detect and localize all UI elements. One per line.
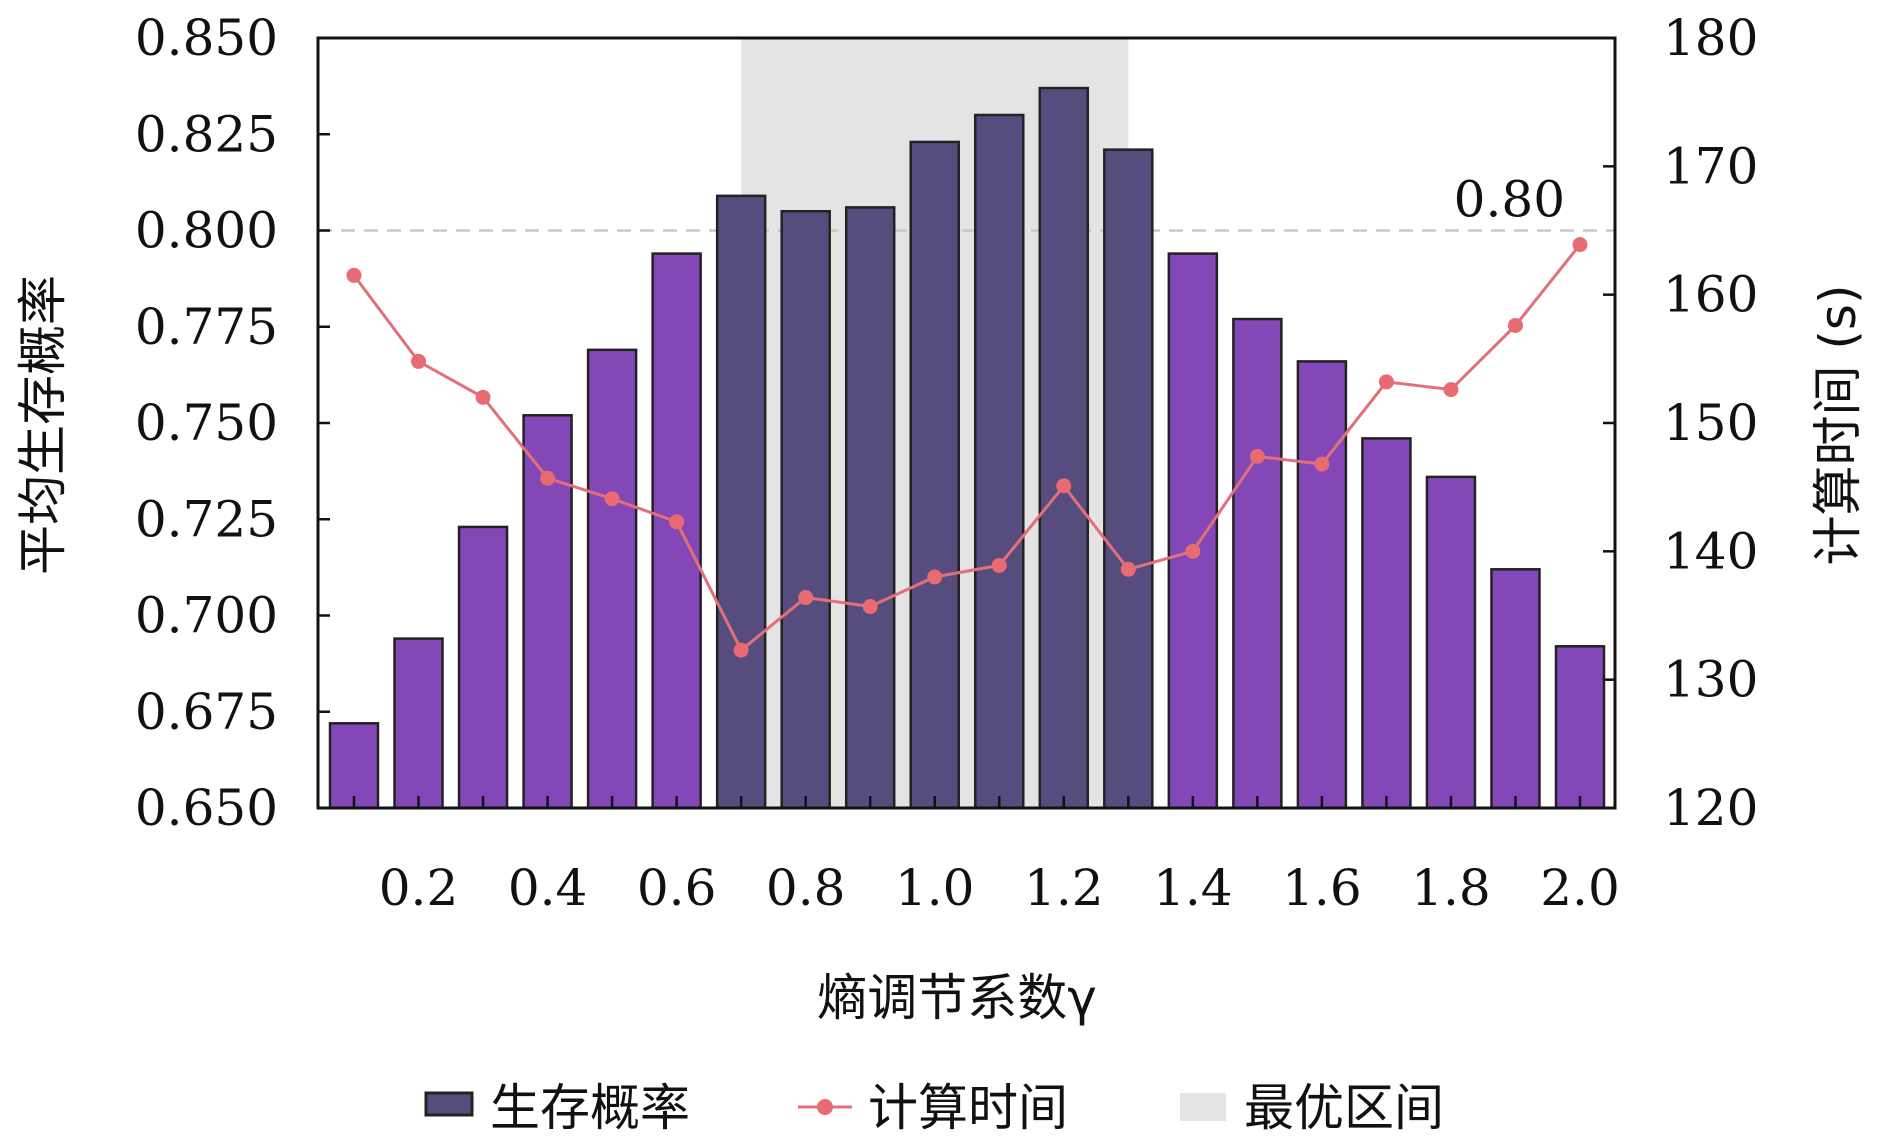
survival-bar	[651, 252, 702, 810]
x-axis-title: 熵调节系数γ	[817, 969, 1097, 1027]
y-left-tick-label: 0.650	[135, 779, 278, 837]
survival-bar	[1361, 437, 1412, 810]
y-right-tick-label: 130	[1663, 651, 1758, 709]
y-left-tick-label: 0.775	[135, 298, 278, 356]
survival-bar	[1167, 252, 1219, 810]
computation-time-point	[1378, 374, 1394, 390]
y-right-tick-label: 180	[1663, 9, 1758, 67]
survival-bar	[909, 140, 960, 810]
survival-bar	[1038, 86, 1090, 810]
reference-line-layer: 0.80	[318, 171, 1615, 232]
survival-bar	[328, 722, 380, 810]
survival-bar	[393, 637, 444, 810]
bars-layer	[328, 86, 1606, 810]
y-left-tick-label: 0.800	[135, 202, 278, 260]
survival-bar	[1103, 148, 1154, 810]
x-tick-label: 1.8	[1411, 859, 1491, 917]
y-left-tick-label: 0.750	[135, 394, 278, 452]
computation-time-point	[733, 642, 749, 658]
survival-bar	[715, 194, 767, 810]
computation-time-line	[352, 243, 1582, 653]
computation-time-point	[1572, 237, 1588, 253]
computation-time-point	[798, 590, 814, 606]
survival-bar	[586, 348, 638, 810]
computation-time-point	[1120, 561, 1136, 577]
computation-time-point	[475, 389, 491, 405]
reference-line-label: 0.80	[1454, 171, 1565, 229]
y-left-tick-label: 0.725	[135, 490, 278, 548]
survival-bar	[974, 113, 1025, 810]
survival-bar	[457, 525, 509, 810]
y-right-tick-label: 140	[1663, 522, 1758, 580]
computation-time-point	[862, 599, 878, 615]
y-right-tick-label: 150	[1663, 394, 1758, 452]
y-left-tick-label: 0.825	[135, 105, 278, 163]
legend-label-optimal: 最优区间	[1244, 1079, 1444, 1137]
x-tick-label: 0.8	[766, 859, 846, 917]
survival-bar	[1232, 317, 1283, 810]
x-tick-label: 0.6	[637, 859, 717, 917]
computation-time-point	[1056, 478, 1072, 494]
computation-time-point	[346, 267, 362, 283]
legend-swatch-optimal	[1180, 1093, 1226, 1121]
computation-time-point	[604, 491, 620, 507]
x-tick-label: 1.2	[1024, 859, 1104, 917]
legend-swatch-time-marker	[817, 1099, 833, 1115]
survival-bar	[844, 206, 896, 810]
survival-bar	[1296, 360, 1348, 810]
computation-time-point	[1443, 382, 1459, 398]
x-tick-label: 1.6	[1282, 859, 1362, 917]
legend-swatch-survival	[424, 1091, 474, 1117]
x-tick-label: 0.4	[508, 859, 588, 917]
computation-time-point	[1185, 543, 1201, 559]
computation-time-point	[411, 353, 427, 369]
computation-time-point	[540, 470, 556, 486]
x-tick-label: 1.4	[1153, 859, 1233, 917]
computation-time-point	[991, 557, 1007, 573]
computation-time-point	[1507, 317, 1523, 333]
x-tick-label: 2.0	[1540, 859, 1620, 917]
computation-time-point	[927, 569, 943, 585]
y-right-tick-label: 170	[1663, 137, 1758, 195]
y-axis-right-title: 计算时间 (s)	[1809, 285, 1867, 566]
y-right-tick-label: 120	[1663, 779, 1758, 837]
computation-time-point	[1249, 448, 1265, 464]
computation-time-layer	[346, 237, 1588, 658]
survival-bar	[780, 210, 831, 810]
survival-bar	[1490, 568, 1541, 810]
y-left-tick-label: 0.675	[135, 683, 278, 741]
y-left-tick-label: 0.700	[135, 587, 278, 645]
legend: 生存概率 计算时间 最优区间	[424, 1079, 1444, 1137]
computation-time-point	[1314, 456, 1330, 472]
axes-layer: 0.650 0.675 0.700 0.725 0.750 0.775 0.800 0.825…	[135, 9, 1759, 917]
y-left-tick-label: 0.850	[135, 9, 278, 67]
survival-bar	[1425, 475, 1477, 810]
computation-time-point	[669, 514, 685, 530]
legend-label-survival: 生存概率	[490, 1079, 690, 1137]
legend-label-time: 计算时间	[868, 1079, 1068, 1137]
y-right-tick-label: 160	[1663, 266, 1758, 324]
y-axis-left-title: 平均生存概率	[14, 275, 72, 575]
x-tick-label: 0.2	[379, 859, 459, 917]
x-tick-label: 1.0	[895, 859, 975, 917]
survival-bar	[1554, 645, 1606, 810]
